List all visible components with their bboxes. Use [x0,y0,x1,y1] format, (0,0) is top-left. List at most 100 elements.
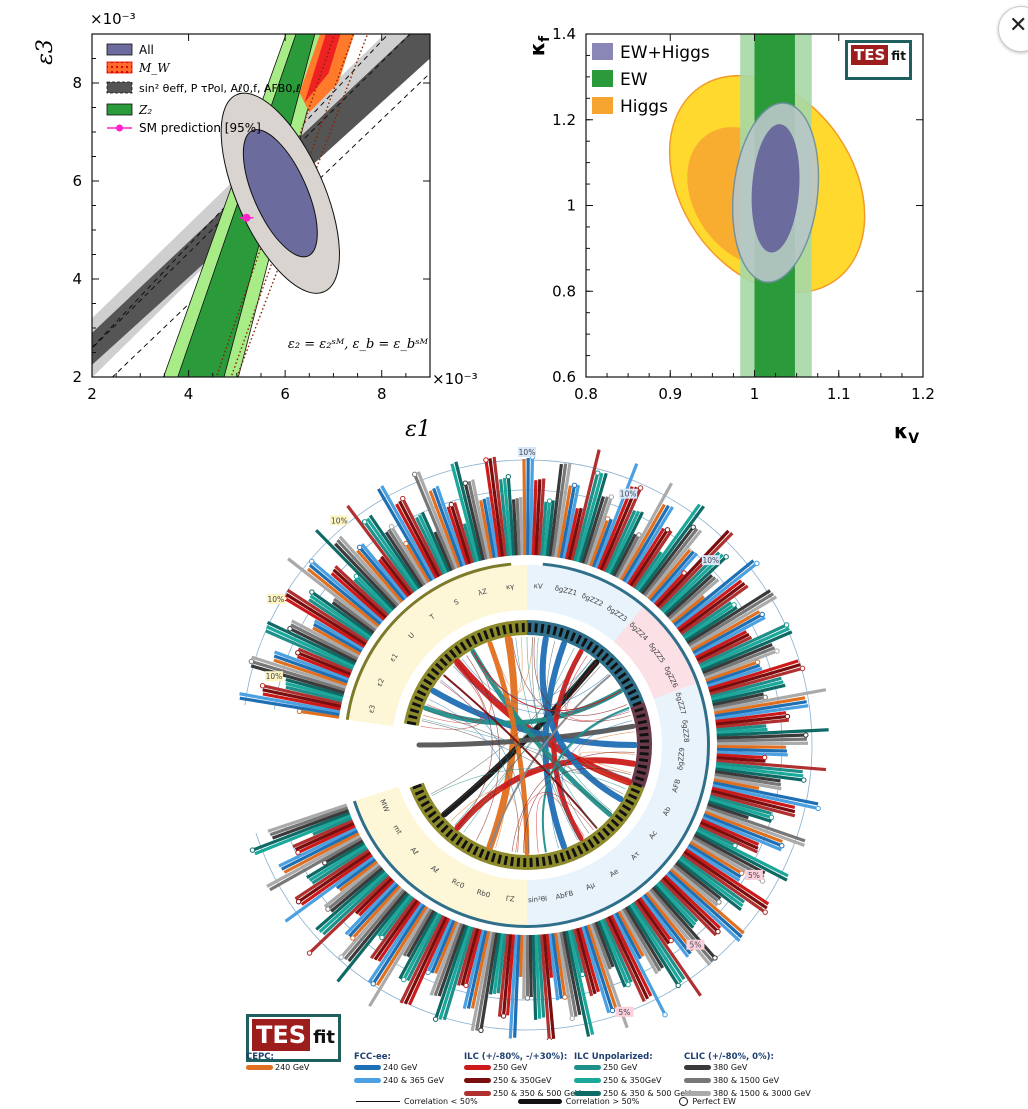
inner-ring-tick [419,684,430,691]
bar [334,542,398,609]
bar [698,623,788,667]
bar [254,814,352,856]
bar [591,518,613,568]
bar-endpoint [546,498,553,504]
bar [269,806,349,837]
bar [377,894,412,938]
ring-annotation: 10% [268,595,285,604]
category-label: Aℓ [409,846,420,857]
bar [711,680,784,702]
inner-ring-tick [439,657,448,667]
inner-ring-tick [613,666,623,675]
bar [285,681,344,700]
bar-endpoint [723,554,729,560]
bar [716,741,809,746]
correlation-chord [489,674,611,848]
bar [716,756,766,763]
bar-endpoint [295,849,301,856]
bar [697,635,753,665]
y-axis-label: κf [525,35,553,56]
bar [251,655,347,689]
inner-ring-tick [569,632,577,642]
bar [581,496,605,564]
bar-endpoint [425,969,431,976]
inner-ring-tick [634,776,645,782]
bar [657,880,699,923]
legend-item-label: Correlation > 50% [565,1097,640,1106]
bar [716,727,768,735]
bar [377,900,421,962]
inner-ring-tick [420,800,430,808]
bar [251,811,351,852]
ring-annotation-bg [619,488,638,499]
bar [715,711,787,724]
bar [506,934,515,1016]
bar [633,900,702,997]
inner-ring-tick [426,672,436,681]
legend-group: ILC (+/-80%, -/+30%): 250 GeV 250 & 350GeV… [464,1052,581,1101]
correlation-chord-thin [430,652,583,795]
bar [470,931,493,1032]
bar [315,868,386,931]
bar [700,818,760,846]
bar [358,879,395,917]
bar [658,532,734,610]
inner-ring-tick [596,648,605,658]
bar [713,688,827,713]
legend-label: EW+Higgs [620,43,710,63]
bar [665,872,741,942]
bar [619,503,666,581]
inner-ring-tick [515,623,519,633]
bar [346,504,415,594]
bar [306,841,366,880]
bar [619,909,659,975]
bar [681,601,733,638]
legend-item: 240 & 365 GeV [354,1076,444,1088]
inner-ring-tick [540,623,545,634]
legend-swatch [684,1091,711,1096]
bar [707,802,749,820]
bar [645,529,703,599]
bar [485,496,499,558]
inner-ring-olive [403,620,527,726]
bar-endpoint [350,935,356,941]
inner-ring-tick [609,661,619,671]
bar [308,875,391,955]
category-label: κV [533,582,543,591]
inner-ring-tick [582,842,590,852]
bar [586,496,613,566]
bar [565,507,580,560]
bar-endpoint [668,937,674,944]
legend-swatch [246,1065,273,1070]
correlation-chord-thin [424,709,624,795]
bar-endpoint [815,805,821,812]
category-label: Ae [608,867,620,879]
inner-ring-tick [546,624,551,635]
bar-endpoint [715,928,721,935]
bar [501,934,513,1017]
bar [631,530,673,589]
correlation-chord-thin [420,651,492,730]
ring-annotation: 10% [519,448,536,457]
bar [366,517,419,591]
x-tick-label: 6 [280,385,290,403]
correlation-chord [472,650,622,712]
correlation-chord-thin [536,637,613,812]
bar [711,786,796,810]
legend-label: SM prediction [95%] [139,121,261,135]
category-label: ε1 [389,652,400,663]
bar [667,576,717,620]
bar [594,463,639,569]
bar [681,852,767,914]
correlation-chord [542,640,567,850]
bar [694,831,788,882]
bar [716,753,765,760]
bar [338,860,378,892]
bar [463,482,485,561]
bar [286,588,369,644]
bar [715,764,804,778]
close-button[interactable]: ✕ [998,6,1028,52]
inner-ring-tick [580,637,588,648]
legend-item-label: Perfect EW [692,1097,736,1106]
bar [262,688,342,708]
